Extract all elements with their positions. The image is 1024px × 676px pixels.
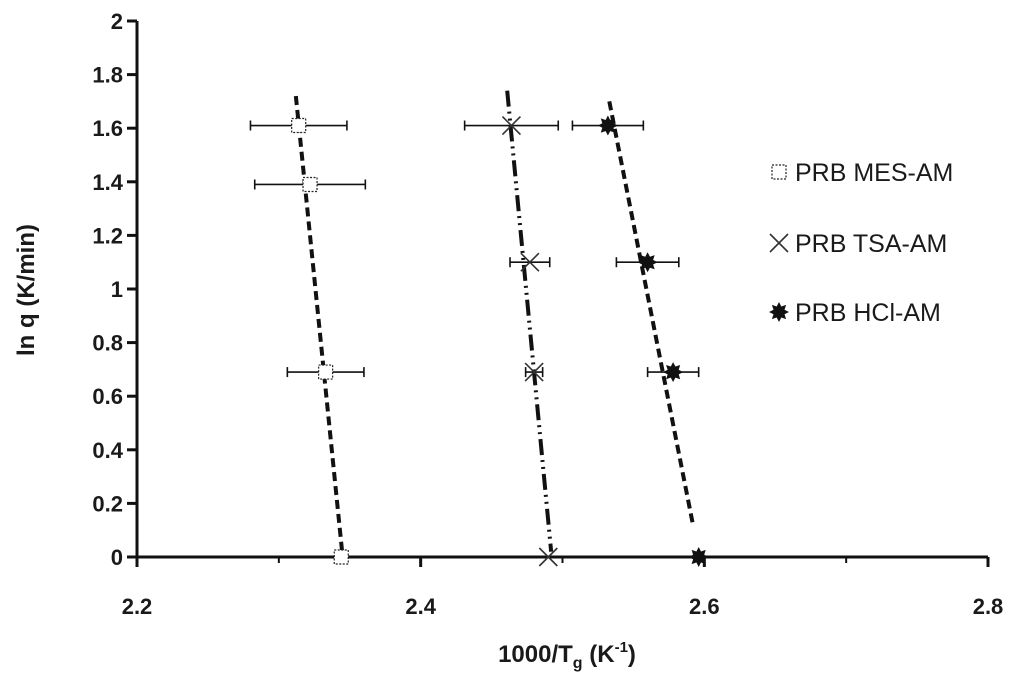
star-marker xyxy=(597,115,618,136)
square-marker xyxy=(291,117,307,134)
star-marker xyxy=(663,362,684,383)
y-tick-label: 1.6 xyxy=(92,116,123,141)
legend-label: PRB HCl-AM xyxy=(795,299,941,327)
trendline xyxy=(293,95,345,558)
x-marker xyxy=(769,233,789,253)
x-tick-label: 2.4 xyxy=(405,594,436,619)
legend-label: PRB TSA-AM xyxy=(795,230,947,258)
x-axis-label: 1000/Tg (K-1) xyxy=(498,639,636,672)
y-tick-label: 1 xyxy=(111,277,123,302)
x-tick-label: 2.6 xyxy=(689,594,720,619)
y-tick-label: 0.2 xyxy=(92,491,123,516)
trendline xyxy=(607,101,695,526)
square-marker xyxy=(333,549,349,565)
legend-item: PRB MES-AM xyxy=(771,159,953,187)
x-marker xyxy=(538,547,558,567)
error-bars xyxy=(249,120,700,378)
y-tick-label: 1.8 xyxy=(92,63,123,88)
y-axis-label: ln q (K/min) xyxy=(13,224,40,356)
y-tick-label: 0.8 xyxy=(92,331,123,356)
data-markers xyxy=(291,115,709,567)
square-marker xyxy=(302,176,318,193)
trendlines xyxy=(293,90,695,558)
y-tick-label: 0.6 xyxy=(92,384,123,409)
y-tick-label: 0 xyxy=(111,545,123,570)
star-marker xyxy=(637,252,658,273)
y-tick-label: 1.4 xyxy=(92,170,123,195)
y-tick-label: 2 xyxy=(111,9,123,34)
x-marker xyxy=(520,252,540,272)
x-tick-label: 2.2 xyxy=(122,594,153,619)
trendline xyxy=(505,90,554,552)
legend: PRB MES-AM PRB TSA-AM PRB HCl-AM xyxy=(769,159,953,327)
x-marker xyxy=(524,362,544,382)
y-tick-label: 0.4 xyxy=(92,438,123,463)
x-marker xyxy=(501,115,522,136)
legend-label: PRB MES-AM xyxy=(795,159,953,187)
square-marker xyxy=(771,164,787,180)
star-marker xyxy=(688,547,709,567)
square-marker xyxy=(318,364,334,380)
x-tick-label: 2.8 xyxy=(973,594,1004,619)
legend-item: PRB HCl-AM xyxy=(769,299,941,327)
legend-item: PRB TSA-AM xyxy=(769,230,947,258)
axes: 0 0.2 0.4 0.6 0.8 1 1.2 1.4 1.6 1.8 2 2.2 2.4 2.6 2.8 xyxy=(92,9,1003,619)
star-marker xyxy=(769,302,789,322)
y-tick-label: 1.2 xyxy=(92,223,123,248)
